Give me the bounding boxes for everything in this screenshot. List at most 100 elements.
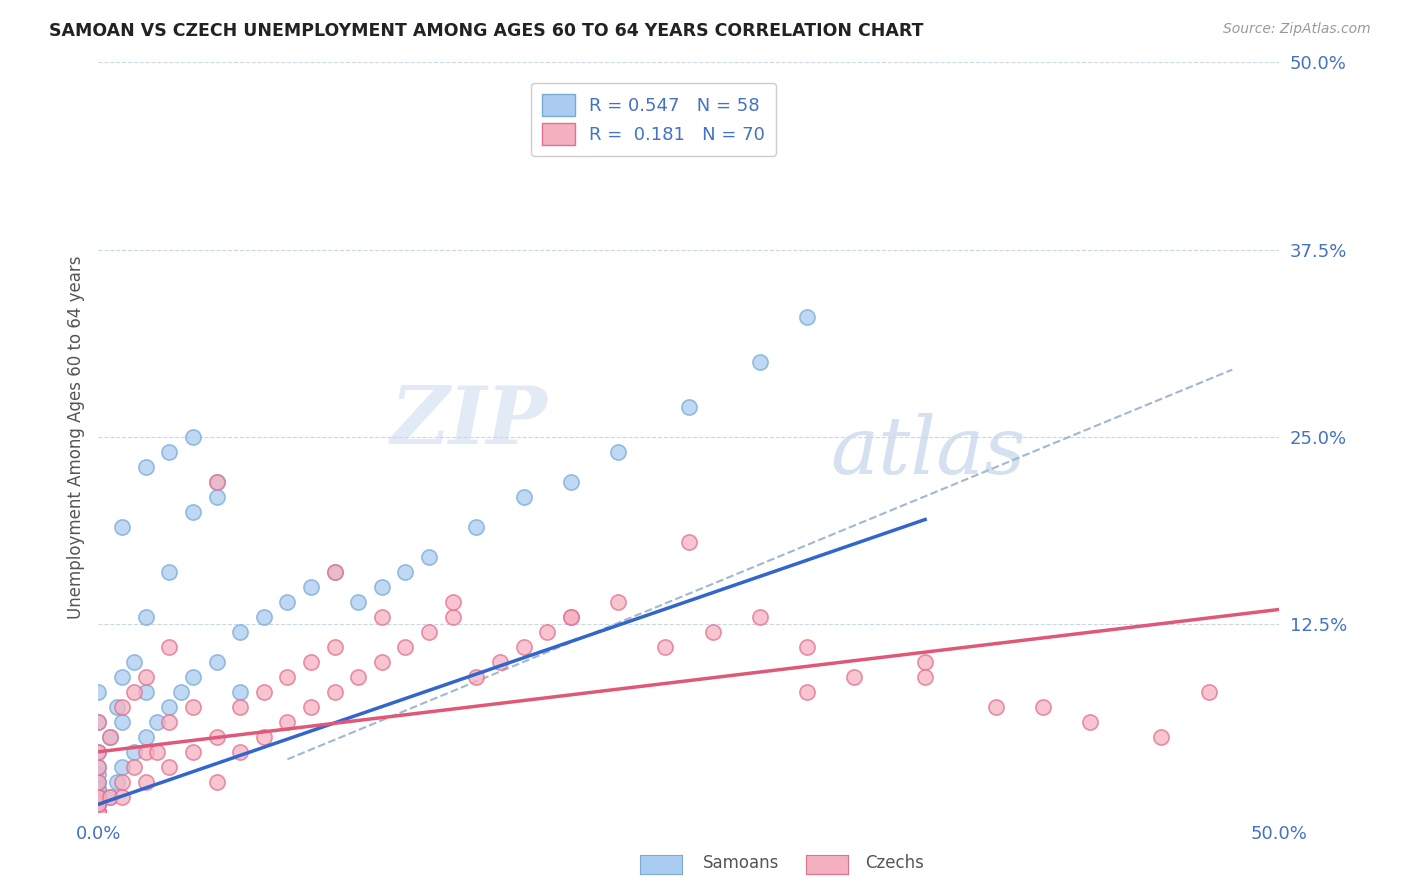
Point [299, 699, 322, 714]
Point [87, 774, 110, 789]
Point [87, 685, 110, 699]
Point [394, 640, 416, 654]
Point [465, 670, 488, 684]
Point [299, 580, 322, 594]
Point [157, 699, 180, 714]
Point [796, 310, 818, 325]
Point [984, 699, 1007, 714]
Point [299, 655, 322, 669]
Point [135, 774, 157, 789]
Point [418, 549, 440, 564]
Point [1032, 699, 1054, 714]
Point [87, 789, 110, 804]
Text: ZIP: ZIP [391, 384, 547, 461]
Point [87, 805, 110, 819]
Point [135, 730, 157, 744]
Point [87, 805, 110, 819]
Point [98, 789, 121, 804]
Point [87, 760, 110, 774]
Point [323, 565, 346, 579]
Point [205, 655, 228, 669]
Point [87, 745, 110, 759]
Point [914, 670, 936, 684]
Point [111, 760, 134, 774]
Point [323, 685, 346, 699]
Point [87, 797, 110, 812]
Y-axis label: Unemployment Among Ages 60 to 64 years: Unemployment Among Ages 60 to 64 years [66, 255, 84, 619]
Point [276, 714, 298, 729]
Point [441, 610, 464, 624]
Point [146, 745, 169, 759]
Point [87, 805, 110, 819]
Point [844, 670, 866, 684]
Text: Samoans: Samoans [703, 855, 779, 872]
Point [111, 789, 134, 804]
Point [181, 430, 204, 444]
Point [276, 595, 298, 609]
Point [87, 714, 110, 729]
Point [122, 655, 145, 669]
Point [560, 475, 582, 489]
Point [98, 789, 121, 804]
Point [748, 355, 770, 369]
Point [98, 730, 121, 744]
Point [87, 805, 110, 819]
Point [607, 595, 630, 609]
Point [157, 714, 180, 729]
Point [87, 805, 110, 819]
Point [135, 460, 157, 475]
Point [87, 782, 110, 797]
Point [205, 475, 228, 489]
Point [87, 805, 110, 819]
Point [87, 805, 110, 819]
Point [111, 520, 134, 534]
Point [347, 595, 370, 609]
Point [87, 805, 110, 819]
Point [157, 565, 180, 579]
Point [512, 490, 534, 504]
Point [1150, 730, 1173, 744]
Point [560, 610, 582, 624]
Point [253, 685, 276, 699]
Point [170, 685, 193, 699]
Point [111, 774, 134, 789]
Point [87, 745, 110, 759]
Point [702, 624, 724, 639]
Point [157, 640, 180, 654]
Point [135, 610, 157, 624]
Point [111, 714, 134, 729]
Point [105, 774, 128, 789]
Point [135, 745, 157, 759]
Text: Czechs: Czechs [865, 855, 924, 872]
Point [157, 760, 180, 774]
Point [371, 610, 394, 624]
Point [87, 767, 110, 781]
Point [87, 782, 110, 797]
Point [205, 730, 228, 744]
Point [205, 490, 228, 504]
Point [394, 565, 416, 579]
Point [229, 685, 252, 699]
Point [157, 445, 180, 459]
Point [796, 685, 818, 699]
Point [111, 670, 134, 684]
Point [607, 445, 630, 459]
Point [87, 760, 110, 774]
Point [796, 640, 818, 654]
Point [371, 655, 394, 669]
Point [205, 475, 228, 489]
Point [560, 610, 582, 624]
Point [229, 624, 252, 639]
Point [229, 745, 252, 759]
Point [87, 789, 110, 804]
Point [748, 610, 770, 624]
Point [122, 760, 145, 774]
Point [87, 797, 110, 812]
Point [135, 670, 157, 684]
Point [205, 774, 228, 789]
Point [253, 730, 276, 744]
Text: Source: ZipAtlas.com: Source: ZipAtlas.com [1223, 22, 1371, 37]
Point [105, 699, 128, 714]
Point [111, 699, 134, 714]
Point [87, 797, 110, 812]
